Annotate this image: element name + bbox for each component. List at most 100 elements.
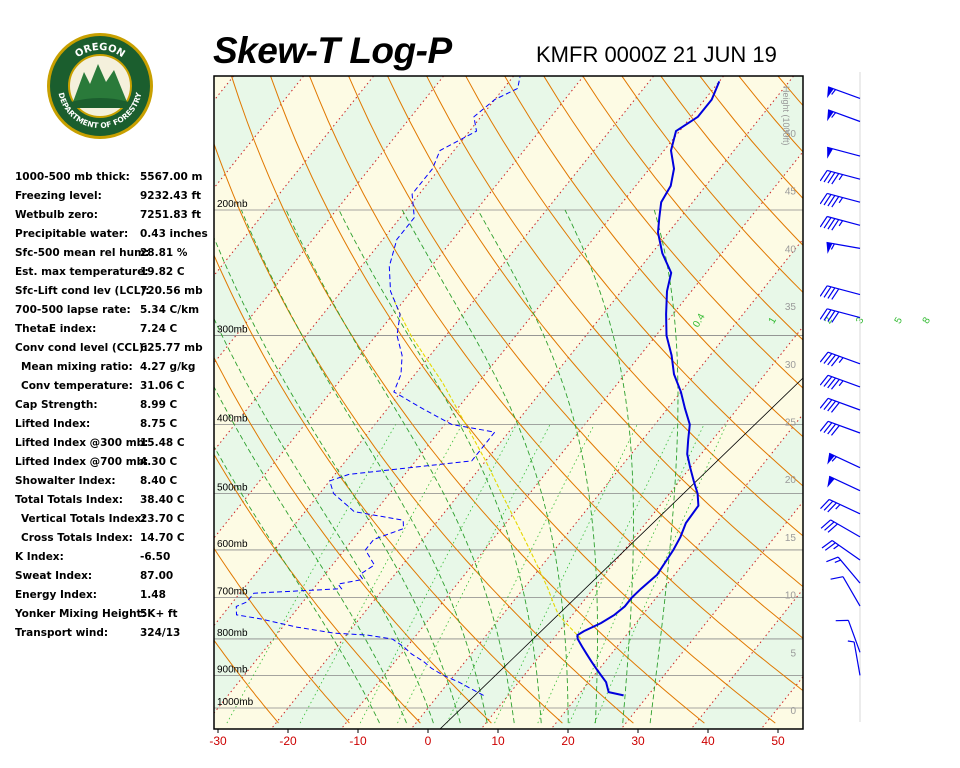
plot-frame — [213, 75, 804, 730]
index-label: Conv temperature: — [21, 380, 133, 392]
wind-barb — [820, 192, 861, 208]
index-value: 4.27 g/kg — [140, 361, 196, 373]
wind-barb-column — [820, 72, 861, 722]
wind-barb-staff — [837, 556, 861, 584]
wind-barb-staff — [826, 241, 861, 249]
x-tick-label: -20 — [279, 734, 297, 748]
isotherm-band — [271, 76, 803, 729]
wind-barb — [827, 146, 861, 159]
mixing-ratio-line — [494, 424, 638, 724]
logo-top-text: OREGON — [73, 42, 126, 60]
wind-barb — [826, 241, 861, 254]
wind-barb-full — [820, 519, 831, 529]
mixing-ratio-line — [537, 424, 677, 724]
wind-barb-full — [820, 420, 829, 432]
index-label: Est. max temperature: — [15, 266, 149, 278]
wind-barb — [826, 556, 861, 584]
mixing-ratio-label: 1 — [767, 315, 780, 326]
wind-barb — [820, 285, 861, 300]
index-value: 0.43 inches — [140, 228, 208, 240]
index-value: 87.00 — [140, 570, 174, 582]
dry-adiabat — [214, 356, 492, 724]
pressure-label: 700mb — [217, 587, 248, 598]
moist-adiabat — [401, 209, 569, 724]
index-row: Sweat Index: 87.00 — [15, 567, 215, 586]
index-label: Sfc-500 mean rel hum: — [15, 247, 150, 259]
wind-barb-half — [831, 456, 837, 462]
wind-barb-full — [820, 170, 828, 182]
chart-title: Skew-T Log-P — [213, 30, 452, 71]
wind-barb-full — [827, 287, 836, 299]
index-label: Lifted Index @700 mb: — [15, 456, 149, 468]
wind-barb-staff — [827, 192, 861, 203]
index-value: 8.75 C — [140, 418, 178, 430]
logo-trees-icon — [73, 64, 127, 102]
isotherm-line — [0, 76, 164, 729]
wind-barb — [835, 619, 861, 653]
wind-barb-staff — [827, 351, 861, 365]
wind-barb-half — [838, 174, 844, 181]
isotherm-band — [214, 76, 304, 189]
index-label: Total Totals Index: — [15, 494, 123, 506]
index-value: 4.30 C — [140, 456, 178, 468]
height-tick-label: 10 — [785, 591, 797, 602]
x-tick-label: 0 — [425, 734, 432, 748]
index-value: -6.50 — [140, 551, 171, 563]
index-row: Sfc-Lift cond lev (LCL): 720.56 mb — [15, 282, 215, 301]
index-value: 8.99 C — [140, 399, 178, 411]
wind-barb-staff — [827, 169, 861, 180]
wind-barb-full — [823, 500, 834, 511]
x-tick-label: 20 — [561, 734, 575, 748]
moist-adiabat — [214, 236, 461, 724]
index-row: Yonker Mixing Height: 5K+ ft — [15, 605, 215, 624]
wind-barb-pennant — [826, 242, 833, 254]
index-label: Transport wind: — [15, 627, 109, 639]
index-value: 720.56 mb — [140, 285, 203, 297]
wind-barb-full — [827, 523, 838, 533]
wind-barb — [827, 109, 861, 123]
height-tick-label: 45 — [785, 187, 797, 198]
wind-barb — [820, 374, 861, 390]
index-label: Lifted Index: — [15, 418, 91, 430]
isotherm-band — [691, 589, 803, 729]
isotherm-band — [341, 151, 803, 729]
dry-adiabat — [214, 142, 634, 724]
x-tick-label: -10 — [349, 734, 367, 748]
index-value: 31.06 C — [140, 380, 185, 392]
moist-adiabat — [214, 385, 407, 724]
wind-barb-full — [830, 379, 840, 390]
index-value: 5567.00 m — [140, 171, 203, 183]
index-row: ThetaE index: 7.24 C — [15, 320, 215, 339]
plot-area — [0, 76, 803, 729]
dry-adiabat — [270, 76, 776, 724]
wind-barb-full — [824, 521, 835, 531]
logo-ground-icon — [71, 98, 129, 108]
wind-barb-full — [831, 288, 840, 300]
index-row: Lifted Index @700 mb: 4.30 C — [15, 453, 215, 472]
wind-barb-full — [835, 619, 849, 622]
moist-adiabat — [649, 209, 679, 724]
index-label: 1000-500 mb thick: — [15, 171, 130, 183]
wind-barb-staff — [853, 641, 861, 676]
wind-barb-full — [820, 351, 829, 363]
wind-barb-full — [827, 377, 837, 389]
dry-adiabat — [214, 453, 421, 724]
parcel-trace — [392, 296, 582, 640]
wind-barb-full — [823, 376, 833, 387]
mixing-ratio-line — [446, 424, 595, 724]
index-row: 700-500 lapse rate: 5.34 C/km — [15, 301, 215, 320]
wind-barb-full — [820, 374, 829, 386]
wind-barb-staff — [831, 540, 861, 561]
wind-barb-full — [827, 354, 837, 366]
wind-barb — [847, 640, 861, 676]
wind-barb-staff — [828, 498, 861, 515]
wind-barb — [820, 519, 861, 538]
index-value: 1.48 — [140, 589, 166, 601]
index-row: Wetbulb zero: 7251.83 ft — [15, 206, 215, 225]
index-row: Energy Index: 1.48 — [15, 586, 215, 605]
wind-barb-staff — [827, 215, 861, 226]
height-tick-label: 35 — [785, 302, 797, 313]
x-tick-label: 10 — [491, 734, 505, 748]
index-label: Cap Strength: — [15, 399, 98, 411]
x-tick-label: -30 — [209, 734, 227, 748]
